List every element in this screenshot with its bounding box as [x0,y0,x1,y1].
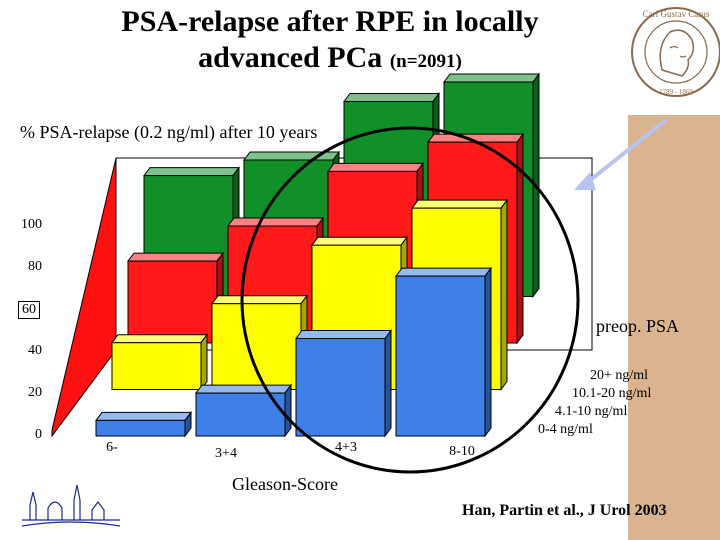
bar-10-1-20-ng-ml-0 [127,251,224,345]
bar-front-face [211,303,302,391]
bar-side-face [500,198,508,391]
x-tick-label: 8-10 [449,444,475,459]
pointer-arrow-shaft [582,118,668,187]
bar-top-face [111,334,208,344]
x-tick-label: 4+3 [335,440,357,455]
bar-top-face [443,73,540,83]
x-tick-label: 3+4 [215,446,237,461]
bar-side-face [384,329,392,438]
bar-top-face [395,267,492,277]
bar-front-face [95,419,186,437]
depth-series-label: 10.1-20 ng/ml [572,386,652,401]
bar-side-face [516,132,524,345]
depth-series-label: 0-4 ng/ml [538,422,593,437]
y-tick-label: 40 [28,343,42,358]
bar-top-face [295,330,392,339]
bar-4-1-10-ng-ml-0 [111,333,208,391]
chart-title: % PSA-relapse (0.2 ng/ml) after 10 years [20,122,318,142]
title-n: (n=2091) [389,51,462,72]
bar-top-face [311,236,408,246]
bar-top-face [327,162,424,172]
slide-title: PSA-relapse after RPE in locally advance… [80,4,580,80]
y-tick-label: 0 [35,427,42,442]
bar-top-face [411,199,508,209]
depth-axis-title: preop. PSA [596,316,680,336]
left-wall [51,157,117,438]
bar-top-face [195,384,292,394]
bar-front-face [127,260,218,344]
bar-front-face [195,392,286,437]
depth-series-label: 4.1-10 ng/ml [555,404,628,419]
depth-series-label: 20+ ng/ml [590,368,649,383]
bar-0-4-ng-ml-3 [395,266,492,438]
bar-0-4-ng-ml-0 [95,410,192,438]
bar-0-4-ng-ml-1 [195,383,292,438]
y-tick-label: 100 [21,217,42,232]
bar-side-face [200,333,208,391]
y-tick-label: 60 [18,301,40,319]
bar-top-face [227,217,324,227]
bar-top-face [211,295,308,305]
title-line-2-text: advanced PCa [198,41,390,74]
x-tick-label: 6- [106,440,118,455]
bar-4-1-10-ng-ml-1 [211,294,308,391]
bar-front-face [295,338,386,437]
citation: Han, Partin et al., J Urol 2003 [462,502,667,519]
highlight-ellipse [240,126,580,474]
y-tick-label: 20 [28,385,42,400]
y-tick-label: 80 [28,259,42,274]
bar-side-face [484,266,492,438]
bar-top-face [343,93,440,102]
decorative-side-bar [628,115,720,540]
bar-side-face [284,383,292,438]
bar-0-4-ng-ml-2 [295,329,392,438]
title-line-2: advanced PCa (n=2091) [80,40,580,80]
bar-top-face [127,252,224,262]
pointer-arrow-head [574,172,596,190]
bar-top-face [95,411,192,421]
bar-front-face [395,275,486,437]
x-axis-title: Gleason-Score [232,474,338,494]
bar-front-face [111,342,202,391]
title-line-1: PSA-relapse after RPE in locally [121,5,539,38]
bar-top-face [143,167,240,177]
